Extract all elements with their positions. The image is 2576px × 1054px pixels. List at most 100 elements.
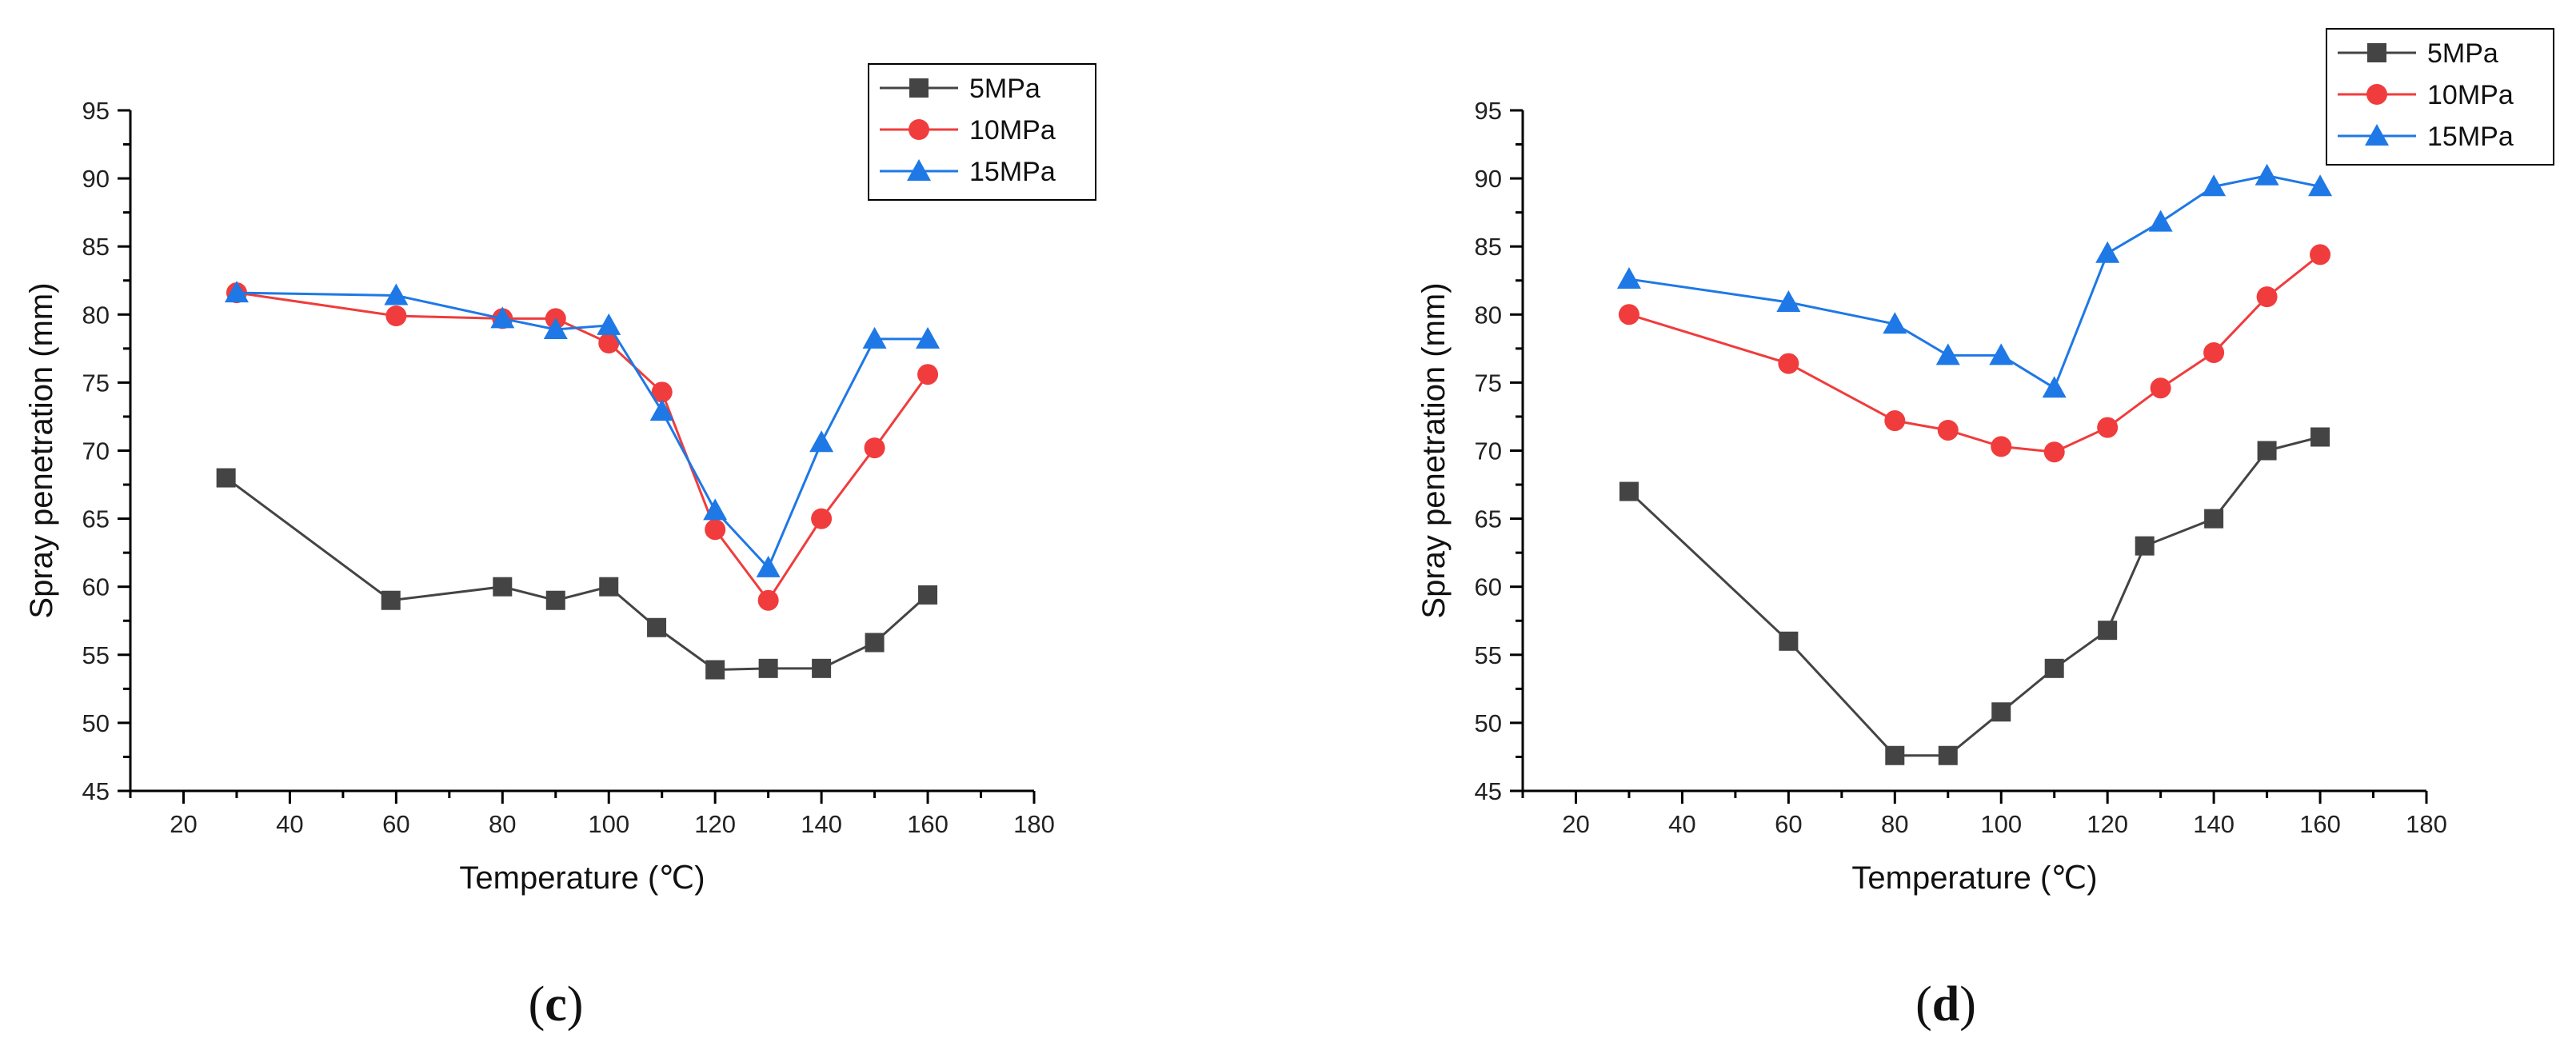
- data-point: [916, 326, 941, 349]
- series-5MPa: [1619, 427, 2330, 765]
- data-point: [384, 283, 409, 305]
- x-tick-label: 160: [907, 810, 949, 838]
- x-tick-label: 140: [801, 810, 842, 838]
- data-point: [2043, 441, 2065, 463]
- panel-label-close: ): [1959, 977, 1976, 1032]
- x-tick-label: 80: [1881, 810, 1908, 838]
- data-point: [1938, 745, 1958, 765]
- legend-marker: [2366, 84, 2387, 105]
- x-tick-label: 40: [276, 810, 303, 838]
- data-point: [864, 437, 885, 459]
- data-point: [811, 508, 833, 529]
- data-point: [757, 589, 779, 611]
- data-point: [2135, 536, 2155, 556]
- legend-marker: [2365, 124, 2389, 146]
- series-5MPa: [216, 468, 938, 680]
- data-point: [1778, 353, 1799, 374]
- data-point: [705, 660, 725, 680]
- data-point: [1619, 481, 1639, 501]
- legend-marker: [2367, 43, 2386, 62]
- data-point: [216, 468, 236, 488]
- data-point: [381, 590, 401, 610]
- panel-label: (c): [529, 977, 584, 1032]
- data-point: [809, 430, 834, 453]
- legend-label: 10MPa: [2427, 80, 2514, 110]
- data-point: [647, 617, 667, 637]
- x-tick-label: 20: [170, 810, 197, 838]
- data-point: [2254, 163, 2279, 186]
- x-tick-label: 60: [382, 810, 409, 838]
- x-tick-label: 100: [1980, 810, 2022, 838]
- legend-marker: [909, 119, 929, 140]
- data-point: [385, 305, 407, 327]
- x-tick-label: 180: [1013, 810, 1055, 838]
- x-tick-label: 100: [588, 810, 629, 838]
- data-point: [1616, 267, 1641, 289]
- chart-panel-c: 45 50 55 60 65 70 75 80 85 90 95 20 40 60 80 100 120 140 1…: [24, 63, 1096, 1032]
- data-point: [2095, 241, 2120, 263]
- y-tick-label: 45: [1475, 777, 1502, 805]
- data-point: [1884, 410, 1906, 432]
- data-point: [599, 577, 619, 597]
- y-tick-label: 50: [1475, 709, 1502, 737]
- x-tick-label: 80: [489, 810, 516, 838]
- data-point: [2097, 417, 2119, 438]
- x-tick-label: 60: [1775, 810, 1802, 838]
- data-point: [649, 399, 674, 421]
- data-point: [543, 317, 568, 340]
- data-point: [1776, 289, 1801, 312]
- data-point: [1991, 702, 2011, 722]
- data-point: [1937, 419, 1959, 441]
- data-point: [2148, 210, 2173, 232]
- data-point: [2042, 376, 2067, 398]
- x-tick-label: 140: [2193, 810, 2235, 838]
- legend-box: [868, 63, 1096, 201]
- y-tick-label: 80: [1475, 301, 1502, 329]
- y-axis-title: Spray penetration (mm): [1416, 282, 1452, 618]
- data-point: [918, 585, 938, 605]
- y-tick-label: 90: [82, 165, 110, 193]
- data-point: [2308, 174, 2333, 197]
- data-point: [758, 658, 778, 678]
- data-point: [2310, 244, 2331, 265]
- x-axis-title: Temperature (℃): [1851, 860, 2097, 896]
- legend-label: 10MPa: [969, 115, 1056, 146]
- data-point: [2257, 441, 2277, 461]
- y-tick-label: 55: [82, 641, 110, 669]
- data-point: [2044, 658, 2064, 678]
- data-point: [597, 313, 621, 335]
- data-point: [2150, 377, 2171, 399]
- data-point: [917, 364, 939, 385]
- data-point: [224, 281, 249, 303]
- x-tick-label: 180: [2406, 810, 2447, 838]
- data-point: [2256, 286, 2278, 308]
- y-tick-label: 95: [1475, 97, 1502, 125]
- legend-label: 15MPa: [969, 157, 1056, 187]
- panel-label: (d): [1915, 977, 1976, 1032]
- legend-label: 5MPa: [969, 74, 1040, 104]
- y-tick-label: 75: [82, 369, 110, 397]
- data-point: [865, 633, 885, 653]
- y-tick-label: 70: [1475, 437, 1502, 465]
- data-point: [2203, 341, 2225, 363]
- data-point: [598, 333, 620, 354]
- panel-label-open: (: [1915, 977, 1932, 1032]
- y-tick-label: 75: [1475, 369, 1502, 397]
- panel-label-close: ): [567, 977, 584, 1032]
- y-tick-label: 50: [82, 709, 110, 737]
- data-point: [545, 590, 565, 610]
- panel-label-letter: d: [1932, 977, 1959, 1032]
- panel-label-letter: c: [545, 977, 567, 1032]
- y-tick-label: 70: [82, 437, 110, 465]
- data-point: [1885, 745, 1905, 765]
- legend-marker: [909, 78, 929, 98]
- data-point: [2098, 621, 2118, 641]
- data-point: [2310, 427, 2330, 447]
- y-tick-label: 60: [1475, 573, 1502, 601]
- legend-label: 15MPa: [2427, 122, 2514, 152]
- data-point: [490, 306, 515, 329]
- y-tick-label: 85: [82, 233, 110, 261]
- data-point: [756, 555, 781, 577]
- series-15MPa: [1616, 163, 2333, 398]
